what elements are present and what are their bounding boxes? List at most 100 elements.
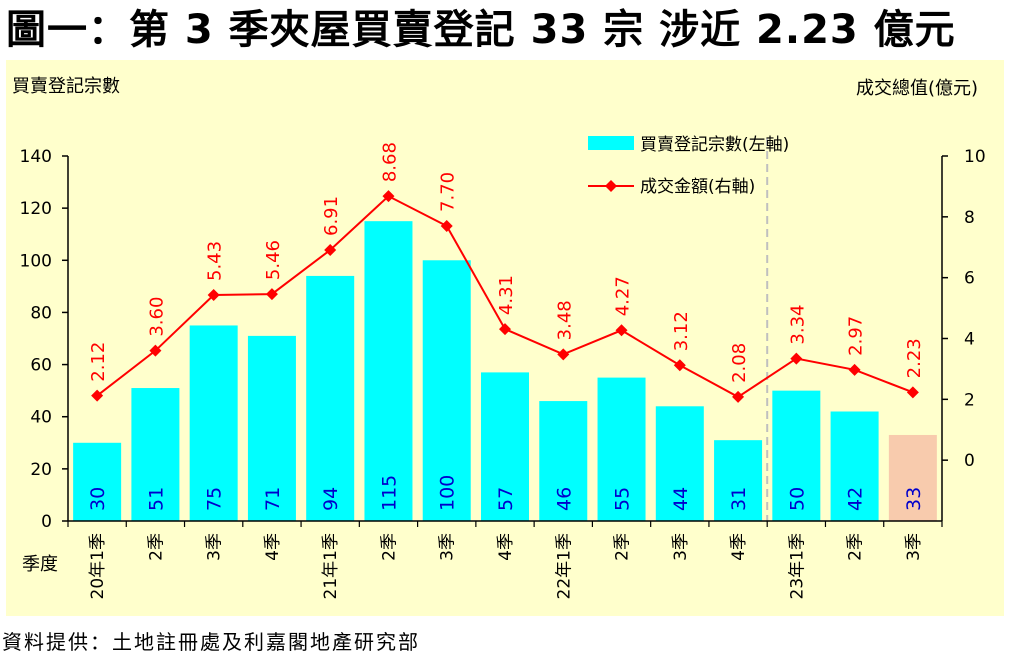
line-value-label: 3.60 <box>146 297 167 337</box>
chart-panel: 買賣登記宗數 成交總值(億元) 季度 0 20 40 60 80 100 120 140 0 2 4 6 8 1… <box>6 60 1004 616</box>
line-value-label: 4.27 <box>613 276 634 316</box>
left-tick-label: 100 <box>20 251 52 271</box>
bar <box>73 442 122 521</box>
legend-bar-label: 買賣登記宗數(左軸) <box>640 135 789 155</box>
line-point <box>265 288 278 301</box>
right-tick-label: 0 <box>964 451 975 471</box>
line-point <box>790 352 803 365</box>
category-label: 4季 <box>729 533 749 561</box>
legend-line-marker <box>605 180 617 192</box>
category-label: 2季 <box>146 533 166 561</box>
left-axis-title: 買賣登記宗數 <box>12 76 120 97</box>
left-tick-label: 60 <box>30 356 52 376</box>
category-label: 2季 <box>846 533 866 561</box>
bar-value-label: 50 <box>786 487 808 511</box>
bar <box>189 325 238 521</box>
category-label: 4季 <box>496 533 516 561</box>
left-tick-label: 120 <box>20 199 52 219</box>
category-label: 20年1季 <box>88 533 108 599</box>
category-label: 2季 <box>613 533 633 561</box>
category-label: 3季 <box>438 533 458 561</box>
bar-value-label: 71 <box>262 487 284 511</box>
chart-title: 圖一：第 3 季夾屋買賣登記 33 宗 涉近 2.23 億元 <box>6 7 956 53</box>
bar-value-label: 100 <box>437 475 459 511</box>
bar <box>131 388 180 521</box>
bar <box>888 434 937 521</box>
line-value-label: 2.23 <box>904 338 925 378</box>
line-value-label: 5.43 <box>205 241 226 281</box>
line-value-label: 8.68 <box>379 142 400 182</box>
line-value-label: 5.46 <box>263 240 284 280</box>
bar <box>655 406 704 521</box>
bar <box>830 411 879 521</box>
line-point <box>91 389 104 402</box>
line-value-label: 4.31 <box>496 275 517 315</box>
line-value-label: 2.12 <box>88 342 109 382</box>
line-value-label: 3.12 <box>671 311 692 351</box>
bar <box>306 275 355 521</box>
x-axis-title: 季度 <box>22 554 58 575</box>
left-tick-label: 140 <box>20 147 52 167</box>
left-tick-label: 80 <box>30 303 52 323</box>
bar-value-label: 55 <box>612 487 634 511</box>
right-tick-label: 6 <box>964 269 975 289</box>
bar-value-label: 30 <box>87 487 109 511</box>
bar <box>597 377 646 521</box>
line-point <box>557 348 570 361</box>
bar-value-label: 33 <box>903 487 925 511</box>
bar <box>714 440 763 521</box>
combo-chart: 買賣登記宗數 成交總值(億元)季度020406080100120140024681… <box>12 76 986 599</box>
legend-line-label: 成交金額(右軸) <box>640 177 755 197</box>
bar <box>772 390 821 521</box>
category-label: 3季 <box>904 533 924 561</box>
line-point <box>499 323 511 336</box>
line-point <box>382 190 395 203</box>
bar-value-label: 44 <box>670 487 692 511</box>
left-tick-label: 20 <box>30 460 52 480</box>
bar <box>247 335 296 521</box>
bar-value-label: 46 <box>553 487 575 511</box>
category-label: 3季 <box>205 533 225 561</box>
line-point <box>440 219 453 232</box>
bar-value-label: 75 <box>204 487 226 511</box>
line-point <box>906 386 919 399</box>
line-value-label: 6.91 <box>321 196 342 236</box>
line-value-label: 2.97 <box>846 316 867 356</box>
line-point <box>615 324 628 337</box>
bar-value-label: 51 <box>145 487 167 511</box>
left-tick-label: 40 <box>30 408 52 428</box>
right-axis-title: 成交總值(億元) <box>856 78 978 99</box>
line-point <box>207 289 220 302</box>
right-tick-label: 2 <box>964 390 975 410</box>
line-point <box>149 344 162 357</box>
bar-value-label: 57 <box>495 487 517 511</box>
legend-bar-swatch <box>588 136 634 150</box>
line-point <box>732 390 745 403</box>
line-value-label: 2.08 <box>729 343 750 383</box>
bar-value-label: 115 <box>378 475 400 511</box>
left-tick-label: 0 <box>41 512 52 532</box>
source-note: 資料提供：土地註冊處及利嘉閣地產研究部 <box>2 630 420 654</box>
bar <box>481 372 529 521</box>
line-value-label: 3.48 <box>554 300 575 340</box>
category-label: 22年1季 <box>554 533 574 599</box>
line-value-label: 3.34 <box>787 304 808 344</box>
right-tick-label: 4 <box>964 330 975 350</box>
line-point <box>324 243 337 256</box>
category-label: 2季 <box>379 533 399 561</box>
line-point <box>848 363 861 376</box>
line-point <box>673 359 686 372</box>
bar-value-label: 31 <box>728 487 750 511</box>
right-tick-label: 8 <box>964 208 975 228</box>
category-label: 23年1季 <box>787 533 807 599</box>
category-label: 3季 <box>671 533 691 561</box>
line-value-label: 7.70 <box>438 172 459 212</box>
right-tick-label: 10 <box>964 147 986 167</box>
bar <box>422 260 471 521</box>
category-label: 21年1季 <box>321 533 341 599</box>
bar <box>539 401 588 521</box>
bar <box>364 221 413 521</box>
category-label: 4季 <box>263 533 283 561</box>
bar-value-label: 94 <box>320 487 342 511</box>
bar-value-label: 42 <box>845 487 867 511</box>
